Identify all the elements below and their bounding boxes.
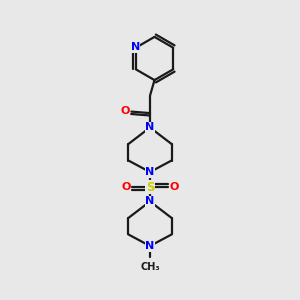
Text: O: O xyxy=(120,106,130,116)
Text: O: O xyxy=(169,182,179,192)
Text: O: O xyxy=(121,182,131,192)
Text: S: S xyxy=(146,181,154,194)
Text: N: N xyxy=(146,196,154,206)
Text: N: N xyxy=(130,42,140,52)
Text: CH₃: CH₃ xyxy=(140,262,160,272)
Text: N: N xyxy=(146,241,154,251)
Text: N: N xyxy=(146,122,154,133)
Text: N: N xyxy=(146,167,154,177)
